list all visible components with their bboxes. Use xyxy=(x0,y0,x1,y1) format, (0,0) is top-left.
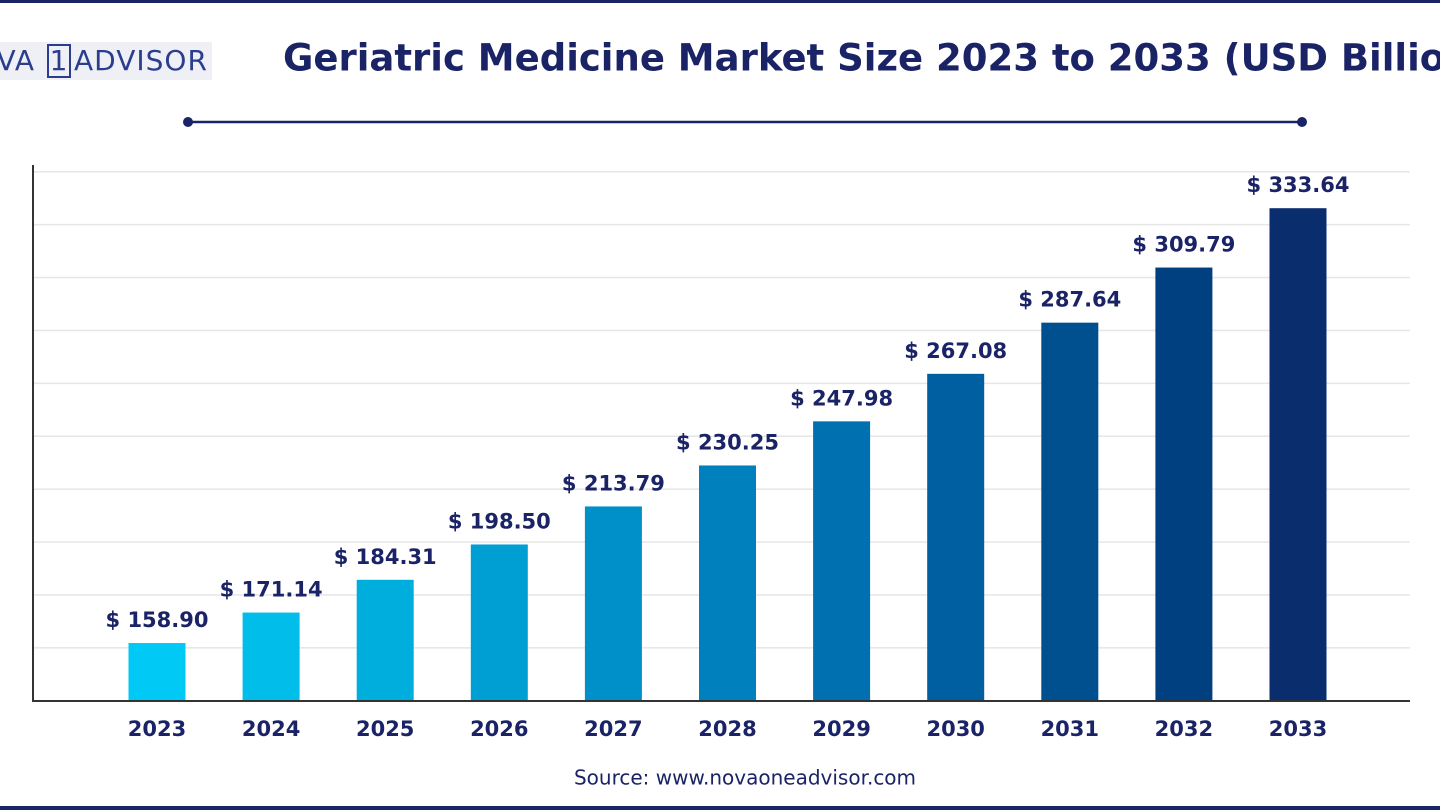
divider-dot xyxy=(183,117,193,127)
value-label: $ 198.50 xyxy=(448,509,551,533)
x-tick-label: 2032 xyxy=(1155,717,1213,741)
x-tick-label: 2030 xyxy=(926,717,984,741)
value-label: $ 184.31 xyxy=(334,545,437,569)
value-label: $ 158.90 xyxy=(106,608,209,632)
bar xyxy=(813,421,871,700)
x-tick-label: 2031 xyxy=(1041,717,1099,741)
logo-text: 1 xyxy=(50,44,69,77)
bottom-border xyxy=(0,806,1440,810)
x-tick-label: 2023 xyxy=(128,717,186,741)
value-label: $ 247.98 xyxy=(790,386,893,410)
logo-text: ADVISOR xyxy=(74,44,208,77)
bar xyxy=(584,506,642,700)
bar xyxy=(1041,322,1099,700)
bar xyxy=(1269,208,1327,701)
logo-text: NOVA xyxy=(0,44,35,77)
value-label: $ 333.64 xyxy=(1247,173,1350,197)
value-label: $ 287.64 xyxy=(1018,288,1121,312)
logo-box xyxy=(47,44,71,78)
top-border xyxy=(0,0,1440,3)
x-tick-label: 2026 xyxy=(470,717,528,741)
bar xyxy=(699,465,756,700)
chart-title: Geriatric Medicine Market Size 2023 to 2… xyxy=(283,37,1440,80)
x-tick-label: 2024 xyxy=(242,717,300,741)
value-label: $ 230.25 xyxy=(676,430,779,454)
divider-dot xyxy=(1297,117,1307,127)
value-label: $ 213.79 xyxy=(562,471,665,495)
bar xyxy=(128,643,186,700)
bar xyxy=(1155,267,1213,700)
x-tick-label: 2033 xyxy=(1269,717,1327,741)
logo-bg xyxy=(0,42,212,80)
bars: 2023 $ 158.90 2024 $ 171.14 2025 $ 184.31 2026… xyxy=(106,173,1350,741)
logo: NOVA 1 ADVISOR xyxy=(0,42,212,80)
x-tick-label: 2027 xyxy=(584,717,642,741)
value-label: $ 171.14 xyxy=(220,578,323,602)
x-tick-label: 2029 xyxy=(812,717,870,741)
bar xyxy=(242,612,300,700)
bar xyxy=(927,373,985,700)
value-label: $ 309.79 xyxy=(1132,233,1235,257)
x-tick-label: 2028 xyxy=(698,717,756,741)
bar xyxy=(356,579,414,700)
x-tick-label: 2025 xyxy=(356,717,414,741)
value-label: $ 267.08 xyxy=(904,339,1007,363)
source: Source: www.novaoneadvisor.com xyxy=(574,766,916,790)
bar xyxy=(470,544,528,700)
